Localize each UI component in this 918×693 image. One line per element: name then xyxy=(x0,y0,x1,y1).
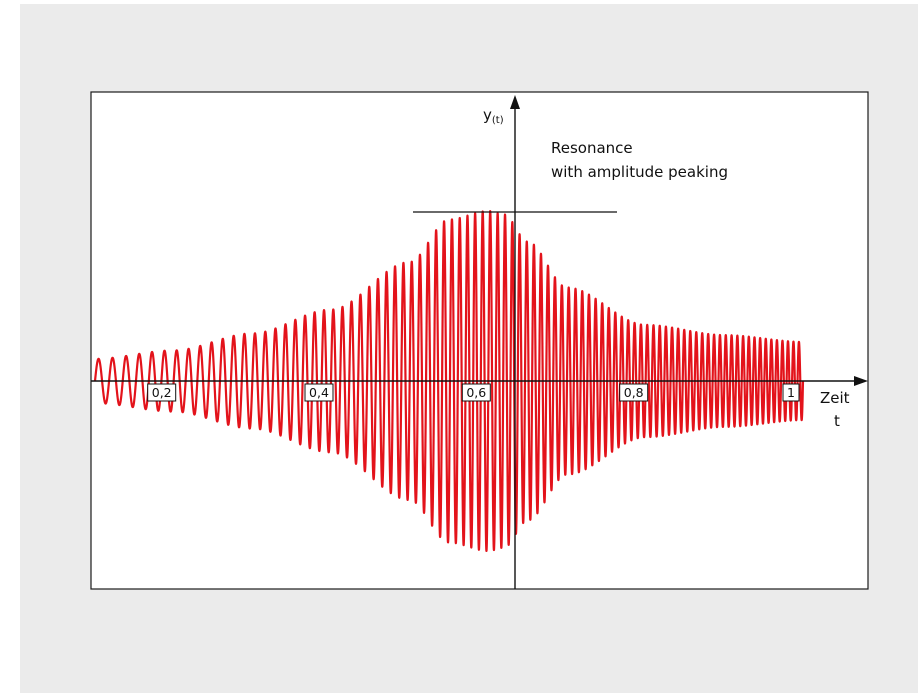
x-tick-label-2: 0,6 xyxy=(466,385,486,400)
x-tick-2: 0,6 xyxy=(461,383,491,402)
x-tick-3: 0,8 xyxy=(619,383,649,402)
x-tick-1: 0,4 xyxy=(304,383,334,402)
series-line-resonance xyxy=(93,210,805,553)
x-tick-box-0 xyxy=(147,383,177,402)
x-tick-box-1 xyxy=(304,383,334,402)
x-tick-box-2 xyxy=(461,383,491,402)
y-axis-label-main: y xyxy=(483,106,492,124)
x-axis-label-symbol: t xyxy=(834,412,840,430)
x-tick-label-4: 1 xyxy=(787,385,795,400)
x-axis-arrow xyxy=(854,376,868,386)
y-axis-label: y(t) xyxy=(483,106,504,126)
y-axis-arrow xyxy=(510,95,520,109)
annotation-line-2: with amplitude peaking xyxy=(551,163,728,181)
x-tick-label-0: 0,2 xyxy=(152,385,172,400)
x-tick-0: 0,2 xyxy=(147,383,177,402)
y-axis-label-subscript: (t) xyxy=(492,115,504,126)
x-tick-layer: 0,2 0,4 0,6 0,8 1 xyxy=(147,383,800,402)
x-tick-label-1: 0,4 xyxy=(309,385,329,400)
x-tick-box-4 xyxy=(782,383,800,402)
x-tick-label-3: 0,8 xyxy=(624,385,644,400)
x-tick-4: 1 xyxy=(782,383,800,402)
annotation-line-1: Resonance xyxy=(551,139,633,157)
x-axis-label-word: Zeit xyxy=(820,389,850,407)
signal-layer xyxy=(93,210,805,553)
x-tick-box-3 xyxy=(619,383,649,402)
